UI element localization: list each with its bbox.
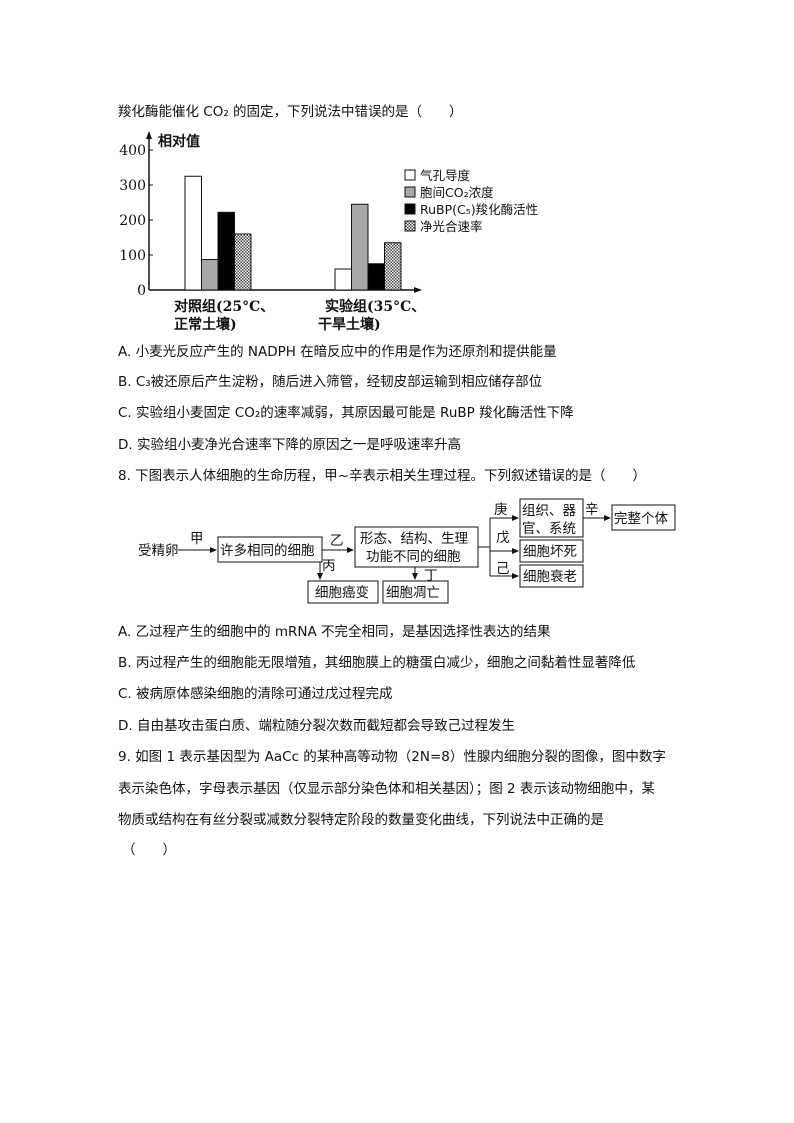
option-8c: C. 被病原体感染细胞的清除可通过戊过程完成 bbox=[118, 686, 393, 702]
process-ji: 己 bbox=[496, 561, 510, 577]
legend-swatch bbox=[404, 203, 416, 215]
y-tick-label: 300 bbox=[119, 178, 146, 194]
category-label: 对照组(25°C、 bbox=[174, 298, 274, 315]
x-axis-arrow bbox=[414, 287, 422, 293]
question-7-stem: 羧化酶能催化 CO₂ 的固定，下列说法中错误的是（ ） bbox=[118, 104, 463, 120]
process-jia: 甲 bbox=[190, 531, 204, 547]
box-tissue: 官、系统 bbox=[522, 521, 576, 537]
cell-life-diagram: 受精卵 甲 许多相同的细胞 乙 丙 形态、结构、生理 功能不同的细胞 丁 细胞癌… bbox=[138, 498, 676, 604]
legend-label: 胞间CO₂浓度 bbox=[420, 185, 494, 200]
category-label: 正常土壤) bbox=[174, 316, 237, 333]
process-geng: 庚 bbox=[494, 502, 508, 518]
legend-label: RuBP(C₅)羧化酶活性 bbox=[420, 202, 538, 217]
question-9-line: 9. 如图 1 表示基因型为 AaCc 的某种高等动物（2N=8）性腺内细胞分裂… bbox=[118, 749, 666, 765]
question-9-line: 物质或结构在有丝分裂或减数分裂特定阶段的数量变化曲线，下列说法中正确的是 bbox=[118, 812, 604, 828]
legend-label: 净光合速率 bbox=[420, 219, 483, 234]
option-7b: B. C₃被还原后产生淀粉，随后进入筛管，经韧皮部运输到相应储存部位 bbox=[118, 374, 543, 390]
y-tick-label: 0 bbox=[137, 283, 146, 299]
start-label: 受精卵 bbox=[138, 543, 179, 559]
box-diff-cells: 功能不同的细胞 bbox=[366, 549, 461, 565]
category-label: 干旱土壤) bbox=[318, 316, 381, 333]
process-yi: 乙 bbox=[330, 533, 344, 549]
y-tick-label: 200 bbox=[119, 213, 146, 229]
box-tissue: 组织、器 bbox=[522, 503, 576, 519]
option-7a: A. 小麦光反应产生的 NADPH 在暗反应中的作用是作为还原剂和提供能量 bbox=[118, 344, 557, 360]
option-8d: D. 自由基攻击蛋白质、端粒随分裂次数而截短都会导致己过程发生 bbox=[118, 718, 515, 734]
process-wu: 戊 bbox=[496, 530, 510, 546]
answer-paren: （ ） bbox=[122, 842, 176, 858]
y-tick-label: 400 bbox=[119, 143, 146, 159]
bar bbox=[384, 242, 402, 291]
legend-swatch bbox=[404, 186, 416, 198]
process-bing: 丙 bbox=[322, 558, 336, 574]
box-cancer: 细胞癌变 bbox=[315, 585, 369, 601]
category-label: 实验组(35°C、 bbox=[325, 298, 425, 315]
option-8a: A. 乙过程产生的细胞中的 mRNA 不完全相同，是基因选择性表达的结果 bbox=[118, 624, 551, 640]
y-axis-label: 相对值 bbox=[158, 133, 200, 150]
question-9-line: 表示染色体，字母表示基因（仅显示部分染色体和相关基因）；图 2 表示该动物细胞中… bbox=[118, 781, 655, 797]
option-8b: B. 丙过程产生的细胞能无限增殖，其细胞膜上的糖蛋白减少，细胞之间黏着性显著降低 bbox=[118, 655, 636, 671]
box-diff-cells: 形态、结构、生理 bbox=[360, 531, 468, 547]
bar bbox=[184, 175, 202, 291]
box-aging: 细胞衰老 bbox=[523, 568, 577, 585]
process-xin: 辛 bbox=[585, 502, 599, 518]
legend-label: 气孔导度 bbox=[420, 168, 471, 183]
option-7d: D. 实验组小麦净光合速率下降的原因之一是呼吸速率升高 bbox=[118, 437, 461, 453]
box-necrosis: 细胞坏死 bbox=[523, 544, 577, 560]
legend-swatch bbox=[404, 220, 416, 232]
y-tick-label: 100 bbox=[119, 248, 146, 264]
box-same-cells: 许多相同的细胞 bbox=[220, 542, 315, 559]
box-apoptosis: 细胞凋亡 bbox=[386, 585, 440, 601]
process-ding: 丁 bbox=[424, 568, 438, 584]
bar bbox=[234, 233, 252, 291]
bar bbox=[351, 203, 369, 291]
legend-swatch bbox=[404, 169, 416, 181]
option-7c: C. 实验组小麦固定 CO₂的速率减弱，其原因最可能是 RuBP 羧化酶活性下降 bbox=[118, 405, 574, 421]
y-axis-arrow bbox=[146, 131, 152, 139]
question-8-stem: 8. 下图表示人体细胞的生命历程，甲~辛表示相关生理过程。下列叙述错误的是（ ） bbox=[118, 468, 646, 484]
box-individual: 完整个体 bbox=[614, 511, 668, 527]
